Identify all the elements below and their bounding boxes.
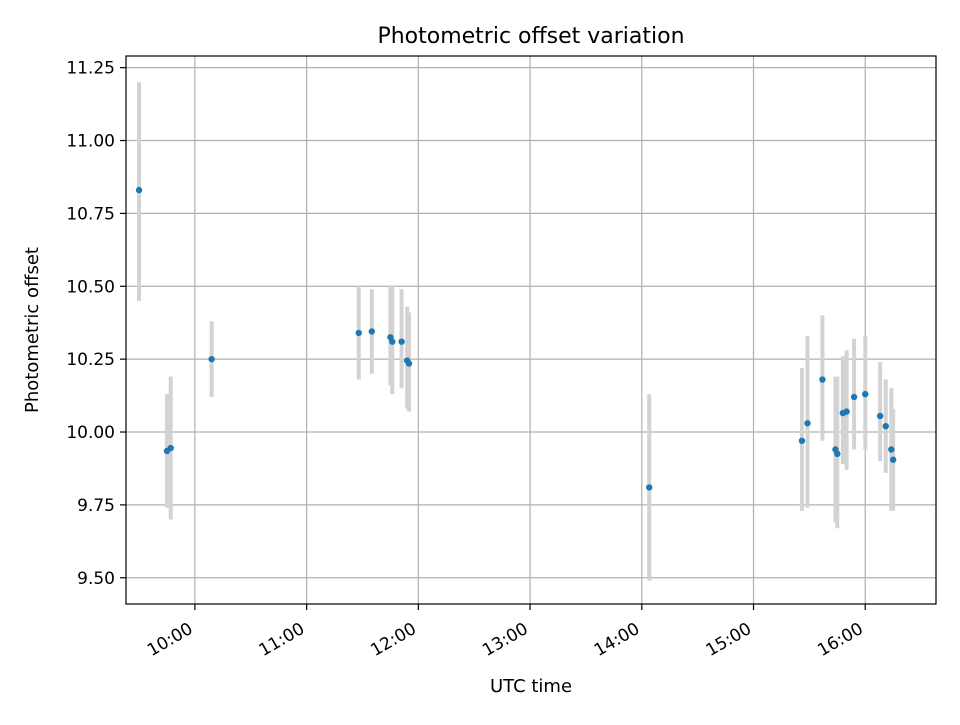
y-tick-label: 10.00 [66, 423, 115, 443]
plot-frame [125, 55, 937, 605]
y-tick-label: 10.25 [66, 350, 115, 370]
data-point [646, 484, 653, 491]
data-points [135, 186, 897, 491]
data-point [819, 376, 826, 383]
data-point [398, 338, 405, 345]
data-point [862, 390, 869, 398]
data-point [888, 446, 895, 453]
data-point [368, 328, 375, 335]
data-point [167, 444, 174, 452]
data-point [208, 355, 215, 363]
y-tick-label: 11.25 [66, 59, 115, 79]
data-point [882, 422, 889, 430]
data-point [843, 408, 850, 415]
data-point [798, 437, 806, 444]
y-tick-label: 11.00 [66, 132, 115, 152]
data-point [389, 338, 396, 345]
data-point [405, 360, 413, 367]
data-point [889, 456, 897, 463]
data-point [876, 412, 884, 420]
data-point [804, 420, 811, 427]
chart-title: Photometric offset variation [377, 24, 684, 49]
data-point [834, 450, 841, 458]
y-tick-label: 10.50 [66, 277, 115, 297]
data-point [850, 393, 858, 401]
y-tick-label: 10.75 [66, 204, 115, 224]
y-axis-label: Photometric offset [22, 247, 43, 413]
y-tick-label: 9.75 [77, 496, 115, 516]
y-tick-label: 9.50 [77, 569, 115, 589]
x-axis-label: UTC time [490, 676, 572, 697]
grid-lines [126, 56, 936, 604]
data-point [135, 186, 143, 194]
data-point [355, 329, 362, 337]
